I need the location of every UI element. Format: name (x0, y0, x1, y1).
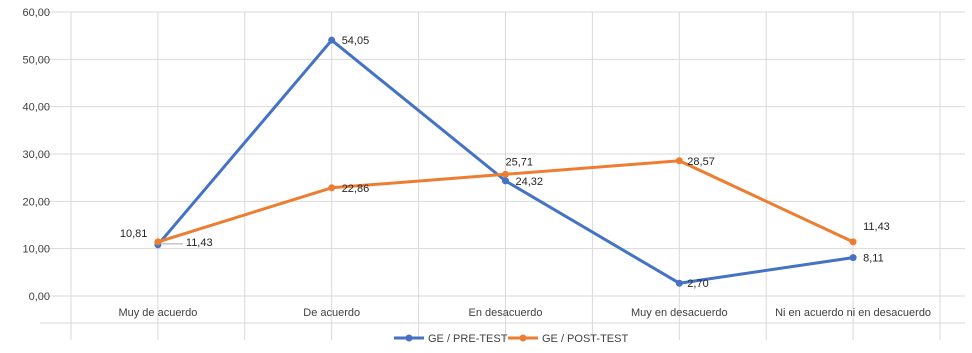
data-label: 54,05 (342, 35, 370, 47)
data-label: 25,71 (506, 156, 534, 168)
data-point (328, 184, 336, 192)
x-tick-label: En desacuerdo (469, 307, 543, 319)
data-label: 10,81 (120, 228, 148, 240)
data-label: 28,57 (687, 156, 715, 168)
legend-marker (519, 334, 527, 342)
data-label: 8,11 (863, 253, 884, 265)
legend-label: GE / POST-TEST (542, 333, 628, 345)
data-point (502, 170, 509, 178)
data-point (502, 177, 509, 185)
data-label: 24,32 (516, 176, 544, 188)
data-label: 11,43 (186, 237, 213, 249)
x-tick-label: Muy en desacuerdo (631, 307, 728, 319)
legend-marker (405, 334, 413, 342)
data-label: 2,70 (687, 278, 708, 290)
y-tick-label: 50,00 (22, 54, 50, 66)
y-tick-label: 60,00 (22, 7, 50, 19)
data-point (154, 238, 162, 246)
data-label: 11,43 (863, 221, 890, 233)
y-tick-label: 20,00 (22, 196, 50, 208)
data-point (675, 157, 683, 165)
x-tick-label: Muy de acuerdo (118, 307, 197, 319)
data-point (675, 279, 683, 287)
legend-label: GE / PRE-TEST (428, 333, 508, 345)
y-tick-label: 30,00 (22, 149, 50, 161)
y-tick-label: 0,00 (29, 291, 50, 303)
y-tick-label: 40,00 (22, 102, 50, 114)
x-tick-label: De acuerdo (303, 307, 360, 319)
y-tick-label: 10,00 (22, 244, 50, 256)
data-label: 22,86 (342, 183, 370, 195)
x-tick-label: Ni en acuerdo ni en desacuerdo (775, 307, 931, 319)
data-point (849, 254, 857, 262)
data-point (328, 36, 336, 44)
data-point (849, 238, 857, 246)
